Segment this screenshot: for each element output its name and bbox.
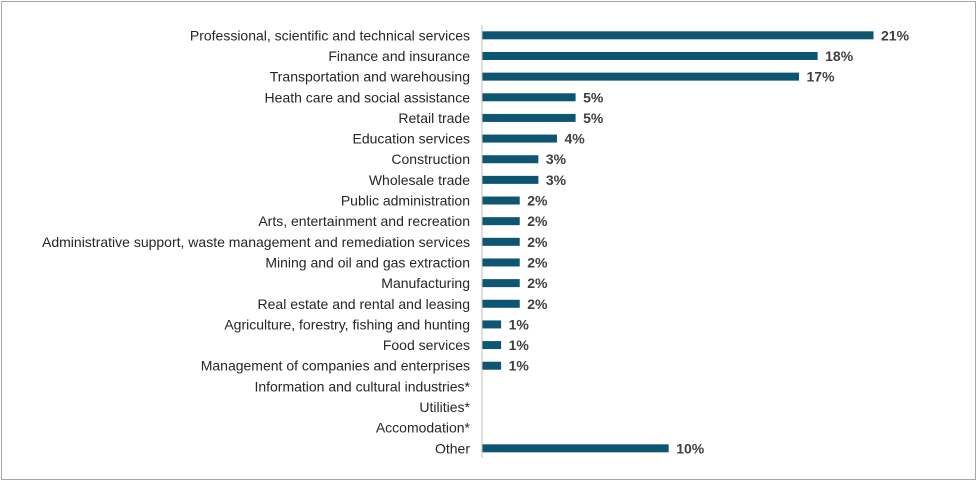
data-label: 2% xyxy=(527,254,548,270)
data-label: 2% xyxy=(527,234,548,250)
data-label: 2% xyxy=(527,275,548,291)
category-label: Food services xyxy=(383,337,470,353)
bar xyxy=(482,299,520,308)
category-label: Public administration xyxy=(341,193,470,209)
bar xyxy=(482,341,502,350)
category-label: Administrative support, waste management… xyxy=(42,234,470,250)
data-label: 1% xyxy=(509,337,530,353)
category-label: Heath care and social assistance xyxy=(265,89,471,105)
data-label: 1% xyxy=(509,316,530,332)
category-label: Agriculture, forestry, fishing and hunti… xyxy=(224,316,470,332)
data-label: 17% xyxy=(807,69,836,85)
bar xyxy=(482,113,576,122)
bar xyxy=(482,31,874,40)
bar xyxy=(482,51,818,60)
bar xyxy=(482,320,502,329)
data-label: 2% xyxy=(527,213,548,229)
category-label: Manufacturing xyxy=(381,275,470,291)
category-label: Other xyxy=(435,440,470,456)
data-label: 18% xyxy=(825,48,854,64)
category-label: Professional, scientific and technical s… xyxy=(190,27,470,43)
category-label: Arts, entertainment and recreation xyxy=(258,213,470,229)
category-label: Transportation and warehousing xyxy=(270,69,470,85)
bar xyxy=(482,175,539,184)
data-label: 1% xyxy=(509,358,530,374)
data-label: 4% xyxy=(564,131,585,147)
bar xyxy=(482,196,520,205)
data-label: 3% xyxy=(546,172,567,188)
bar xyxy=(482,279,520,288)
bar xyxy=(482,72,800,81)
category-label: Accomodation* xyxy=(376,420,471,436)
data-label: 2% xyxy=(527,193,548,209)
data-label: 3% xyxy=(546,151,567,167)
category-label: Education services xyxy=(352,131,470,147)
bar xyxy=(482,258,520,267)
bar xyxy=(482,361,502,370)
data-label: 10% xyxy=(676,440,705,456)
bar xyxy=(482,93,576,102)
bar xyxy=(482,155,539,164)
category-label: Real estate and rental and leasing xyxy=(258,296,470,312)
category-label: Wholesale trade xyxy=(369,172,470,188)
bar xyxy=(482,217,520,226)
data-label: 5% xyxy=(583,110,604,126)
category-label: Construction xyxy=(391,151,470,167)
category-label: Finance and insurance xyxy=(328,48,470,64)
data-label: 21% xyxy=(881,27,910,43)
category-label: Mining and oil and gas extraction xyxy=(265,254,470,270)
data-label: 5% xyxy=(583,89,604,105)
bar xyxy=(482,134,557,143)
category-label: Utilities* xyxy=(419,399,470,415)
category-label: Information and cultural industries* xyxy=(254,378,470,394)
category-label: Management of companies and enterprises xyxy=(201,358,470,374)
category-label: Retail trade xyxy=(398,110,470,126)
data-label: 2% xyxy=(527,296,548,312)
bar xyxy=(482,237,520,246)
bar xyxy=(482,444,669,453)
